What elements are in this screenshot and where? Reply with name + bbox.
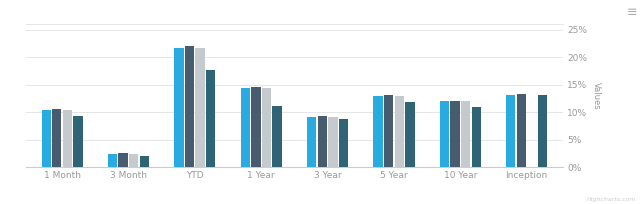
Bar — [129, 154, 138, 167]
Bar — [118, 153, 128, 167]
Bar — [206, 70, 216, 167]
Y-axis label: Values: Values — [593, 82, 602, 110]
Bar — [317, 116, 327, 167]
Bar — [262, 88, 271, 167]
Bar — [52, 109, 61, 167]
Bar — [252, 87, 260, 167]
Bar — [538, 95, 547, 167]
Bar — [472, 107, 481, 167]
Bar — [307, 117, 316, 167]
Bar — [195, 48, 205, 167]
Bar — [516, 94, 526, 167]
Text: Highcharts.com: Highcharts.com — [588, 197, 637, 202]
Bar — [328, 117, 337, 167]
Bar — [108, 154, 117, 167]
Bar — [74, 116, 83, 167]
Text: ≡: ≡ — [627, 6, 637, 19]
Bar — [273, 106, 282, 167]
Bar — [140, 156, 149, 167]
Bar — [384, 95, 394, 167]
Bar — [440, 101, 449, 167]
Bar — [185, 47, 194, 167]
Bar — [373, 96, 383, 167]
Bar — [405, 102, 415, 167]
Bar — [174, 48, 184, 167]
Bar — [241, 88, 250, 167]
Bar — [461, 101, 470, 167]
Bar — [451, 101, 460, 167]
Bar — [506, 95, 515, 167]
Bar — [42, 110, 51, 167]
Bar — [63, 110, 72, 167]
Bar — [395, 96, 404, 167]
Bar — [339, 119, 348, 167]
